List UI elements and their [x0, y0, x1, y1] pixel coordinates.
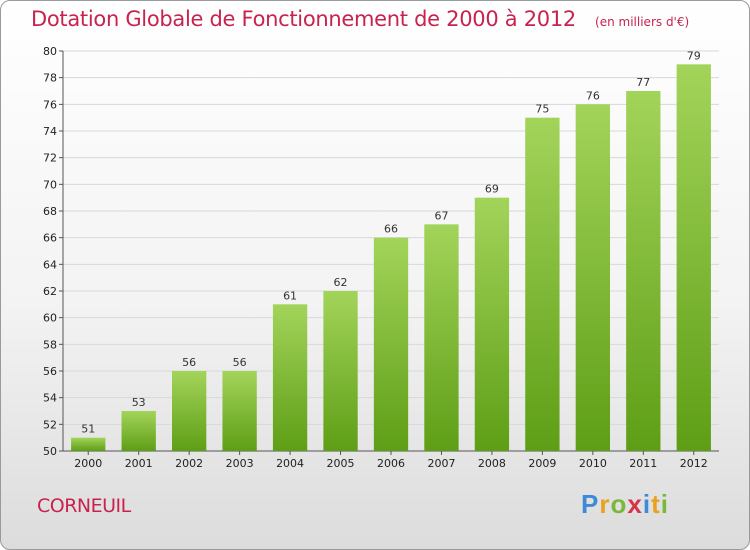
title-row: Dotation Globale de Fonctionnement de 20…: [31, 7, 689, 31]
y-tick-label: 62: [43, 285, 57, 298]
bar-2000: [71, 437, 106, 451]
data-label-2009: 75: [535, 103, 549, 116]
x-tick-label: 2001: [125, 457, 153, 470]
y-tick-label: 64: [43, 258, 57, 271]
x-tick-label: 2009: [528, 457, 556, 470]
x-tick-label: 2011: [629, 457, 657, 470]
bar-2012: [676, 64, 711, 452]
y-tick-label: 80: [43, 45, 57, 58]
y-tick-label: 70: [43, 178, 57, 191]
y-tick-label: 76: [43, 98, 57, 111]
data-label-2007: 67: [434, 209, 448, 222]
x-tick-label: 2003: [226, 457, 254, 470]
data-label-2004: 61: [283, 289, 297, 302]
chart-subtitle: (en milliers d'€): [595, 15, 690, 29]
proxiti-logo: Proxiti: [581, 489, 669, 519]
y-tick-label: 52: [43, 418, 57, 431]
chart-title: Dotation Globale de Fonctionnement de 20…: [31, 7, 576, 31]
y-tick-label: 54: [43, 392, 57, 405]
bar-2009: [525, 117, 560, 452]
y-tick-label: 74: [43, 125, 57, 138]
data-label-2008: 69: [485, 183, 499, 196]
x-tick-label: 2004: [276, 457, 304, 470]
x-tick-label: 2000: [74, 457, 102, 470]
x-tick-label: 2007: [427, 457, 455, 470]
data-label-2001: 53: [132, 396, 146, 409]
bar-2008: [474, 197, 510, 451]
data-label-2010: 76: [586, 89, 600, 102]
y-tick-label: 56: [43, 365, 57, 378]
y-tick-label: 58: [43, 338, 57, 351]
data-label-2005: 62: [334, 276, 348, 289]
bars: [71, 64, 711, 452]
y-tick-label: 78: [43, 72, 57, 85]
bar-2001: [121, 411, 156, 451]
data-label-2006: 66: [384, 223, 398, 236]
y-tick-label: 68: [43, 205, 57, 218]
y-tick-label: 72: [43, 152, 57, 165]
x-tick-label: 2005: [327, 457, 355, 470]
x-tick-label: 2012: [680, 457, 708, 470]
x-tick-label: 2006: [377, 457, 405, 470]
data-labels: 51 53 56 56 61 62 66 67 69 75 76 77 79: [81, 49, 701, 435]
bar-2005: [323, 291, 358, 451]
data-label-2002: 56: [182, 356, 196, 369]
y-tick-label: 66: [43, 232, 57, 245]
data-label-2000: 51: [81, 423, 95, 436]
bar-2003: [222, 371, 257, 451]
commune-name: CORNEUIL: [37, 495, 131, 517]
data-label-2011: 77: [636, 76, 650, 89]
y-tick-label: 50: [43, 445, 57, 458]
x-tick-label: 2008: [478, 457, 506, 470]
bar-2006: [373, 237, 409, 451]
bar-2011: [626, 91, 661, 451]
x-tick-label: 2002: [175, 457, 203, 470]
bar-2007: [424, 224, 459, 451]
data-label-2003: 56: [233, 356, 247, 369]
bar-2002: [171, 371, 207, 451]
bar-2010: [575, 104, 611, 451]
y-tick-label: 60: [43, 312, 57, 325]
x-tick-label: 2010: [579, 457, 607, 470]
data-label-2012: 79: [687, 49, 701, 62]
bar-2004: [272, 304, 308, 451]
